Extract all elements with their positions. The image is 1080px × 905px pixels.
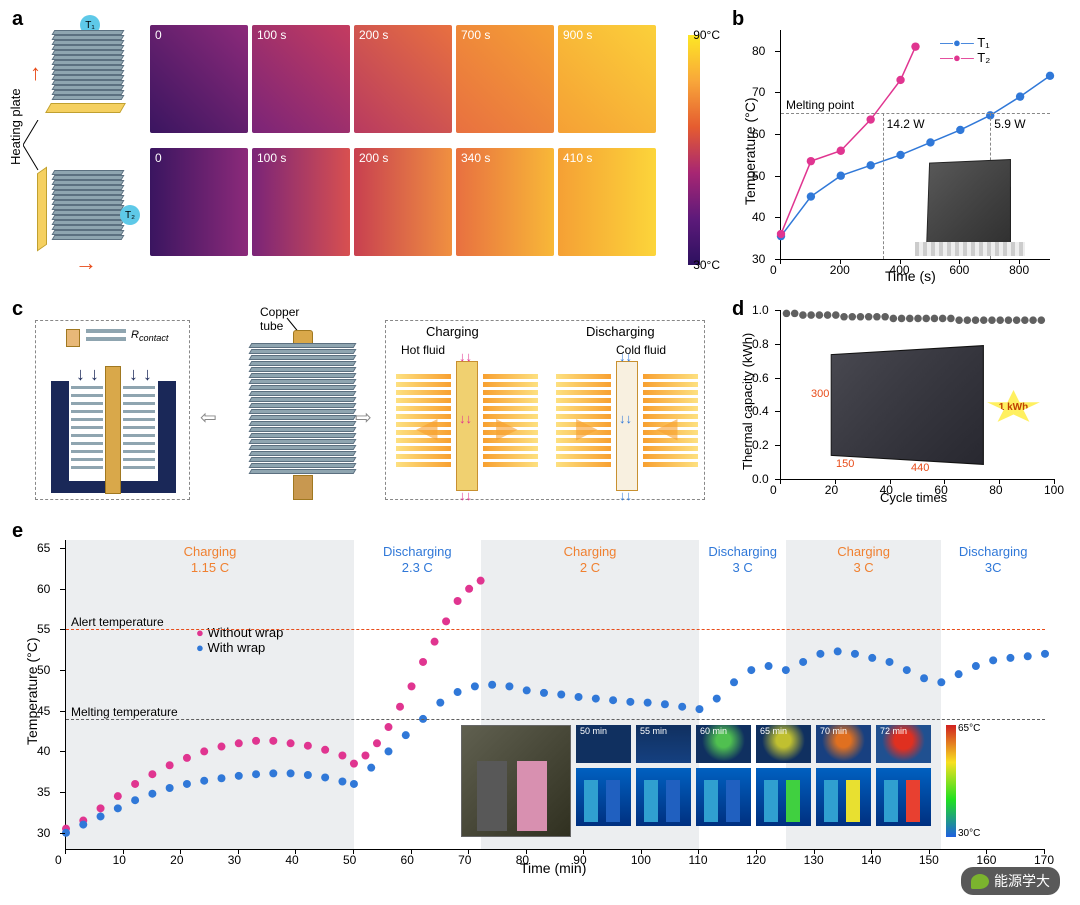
arrow-up-icon: ↑	[30, 60, 41, 86]
charging-label: Charging	[426, 324, 479, 339]
schematic-press: RRcontactcontact ↓ ↓ ↓ ↓	[35, 320, 190, 500]
dim-h: 300	[811, 388, 829, 400]
connector-icon	[23, 120, 53, 175]
thermal-tile: 0	[150, 25, 248, 133]
thermal-tile: 200 s	[354, 148, 452, 256]
hot-fluid-label: Hot fluid	[401, 343, 445, 357]
arrow-right-icon: ⇨	[355, 405, 372, 430]
wechat-badge: 能源学大	[961, 867, 1060, 895]
colorbar-e-max: 65°C	[958, 723, 980, 734]
panel-d: Thermal capacity (kWh) Cycle times 300 1…	[730, 300, 1070, 510]
battery-photo	[461, 725, 571, 837]
rcontact-label: RRcontactcontact	[131, 329, 168, 343]
box-photo	[831, 345, 984, 465]
stack-schematic-top: T₁ ↑	[45, 25, 140, 135]
colorbar-a	[688, 35, 700, 265]
chart-d: 300 150 440 1 kWh	[780, 310, 1055, 480]
thermal-tile: 900 s	[558, 25, 656, 133]
wechat-icon	[971, 874, 989, 889]
ruler-photo	[915, 242, 1025, 256]
discharging-label: Discharging	[586, 324, 655, 339]
thermal-tile: 410 s	[558, 148, 656, 256]
thermal-tile: 0	[150, 148, 248, 256]
thermal-tile: 200 s	[354, 25, 452, 133]
heating-plate-label: Heating plate	[8, 88, 23, 165]
colorbar-e-min: 30°C	[958, 828, 980, 839]
colorbar-min: 30°C	[693, 258, 720, 272]
thermal-tile: 700 s	[456, 25, 554, 133]
stack-schematic-bottom: T₂ →	[45, 160, 140, 270]
thermal-row-bottom: 0100 s200 s340 s410 s	[150, 148, 656, 256]
dim-d: 150	[836, 458, 854, 470]
arrow-left-icon: ⇦	[200, 405, 217, 430]
ylabel-e: Temperature (°C)	[24, 637, 40, 745]
panel-c: RRcontactcontact ↓ ↓ ↓ ↓ Copper tube ⇦ ⇨…	[10, 300, 720, 510]
panel-e: Temperature (°C) Time (min) Charging1.15…	[10, 520, 1070, 895]
schematic-charge-discharge: Charging Discharging Hot fluid Cold flui…	[385, 320, 705, 500]
colorbar-e	[946, 725, 956, 837]
sensor-t2-badge: T₂	[120, 205, 140, 225]
thermal-tile: 100 s	[252, 25, 350, 133]
ylabel-b: Temperature (°C)	[742, 97, 758, 205]
cube-photo	[926, 159, 1011, 248]
chart-e: Charging1.15 CDischarging2.3 CCharging2 …	[65, 540, 1045, 850]
thermal-tile: 100 s	[252, 148, 350, 256]
legend-b: —●— T₁ —●— T₂	[940, 35, 990, 65]
thermal-row-top: 0100 s200 s700 s900 s	[150, 25, 656, 133]
colorbar-max: 90°C	[693, 28, 720, 42]
thermal-tile: 340 s	[456, 148, 554, 256]
panel-b: Temperature (°C) Time (s) Melting point1…	[730, 10, 1070, 290]
dim-w: 440	[911, 462, 929, 474]
arrow-right-icon: →	[75, 250, 97, 276]
panel-a: Heating plate T₁ ↑ T₂ → 0100 s200 s700 s…	[10, 10, 720, 290]
